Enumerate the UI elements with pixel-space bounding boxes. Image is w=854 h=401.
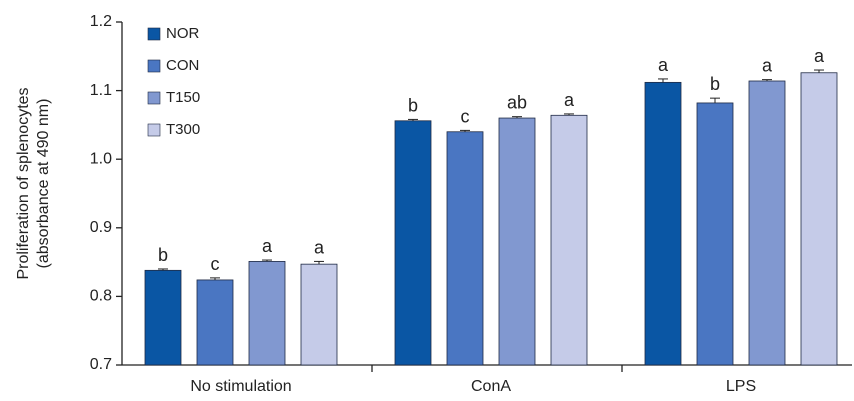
bar	[394, 120, 432, 366]
y-tick-label: 0.9	[90, 219, 112, 236]
y-axis-label-line1: Proliferation of splenocytes	[15, 87, 32, 279]
x-category-label: ConA	[471, 378, 511, 395]
legend: NOR CON T150 T300	[147, 25, 200, 138]
significance-letter: c	[211, 254, 220, 274]
significance-letter: a	[762, 56, 773, 76]
bar	[748, 80, 786, 366]
significance-letter: c	[461, 106, 470, 126]
significance-letter: b	[408, 95, 418, 115]
significance-letter: a	[314, 237, 325, 257]
bar	[300, 263, 338, 366]
y-axis-label: Proliferation of splenocytes (absorbance…	[15, 87, 52, 279]
significance-letter: b	[158, 245, 168, 265]
significance-letter: a	[564, 90, 575, 110]
legend-swatch	[147, 91, 161, 105]
bar	[248, 261, 286, 366]
x-category-label: No stimulation	[190, 378, 291, 395]
legend-label: T300	[166, 121, 200, 138]
y-tick-label: 0.8	[90, 288, 112, 305]
significance-letter: b	[710, 74, 720, 94]
bar	[800, 72, 838, 366]
bar	[498, 117, 536, 366]
bar	[644, 81, 682, 366]
legend-swatch	[147, 59, 161, 73]
significance-letter: a	[658, 55, 669, 75]
legend-label: T150	[166, 89, 200, 106]
bars: b b a c c b a ab a a a a	[144, 46, 838, 366]
y-tick-label: 1.1	[90, 82, 112, 99]
bar	[550, 114, 588, 366]
legend-swatch	[147, 27, 161, 41]
x-category-label: LPS	[726, 378, 756, 395]
significance-letter: a	[262, 236, 273, 256]
y-tick-label: 1.0	[90, 150, 112, 167]
y-axis-label-line2: (absorbance at 490 nm)	[35, 99, 52, 269]
y-axis-ticks: 0.7 0.8 0.9 1.0 1.1 1.2	[90, 13, 122, 373]
y-tick-label: 0.7	[90, 356, 112, 373]
bar	[446, 131, 484, 366]
y-tick-label: 1.2	[90, 13, 112, 30]
bar	[196, 279, 234, 366]
legend-swatch	[147, 123, 161, 137]
bar	[696, 102, 734, 366]
legend-label: CON	[166, 57, 199, 74]
x-axis-categories: No stimulation ConA LPS	[190, 365, 756, 395]
significance-letter: ab	[507, 93, 527, 113]
bar	[144, 269, 182, 366]
legend-label: NOR	[166, 25, 200, 42]
significance-letter: a	[814, 46, 825, 66]
